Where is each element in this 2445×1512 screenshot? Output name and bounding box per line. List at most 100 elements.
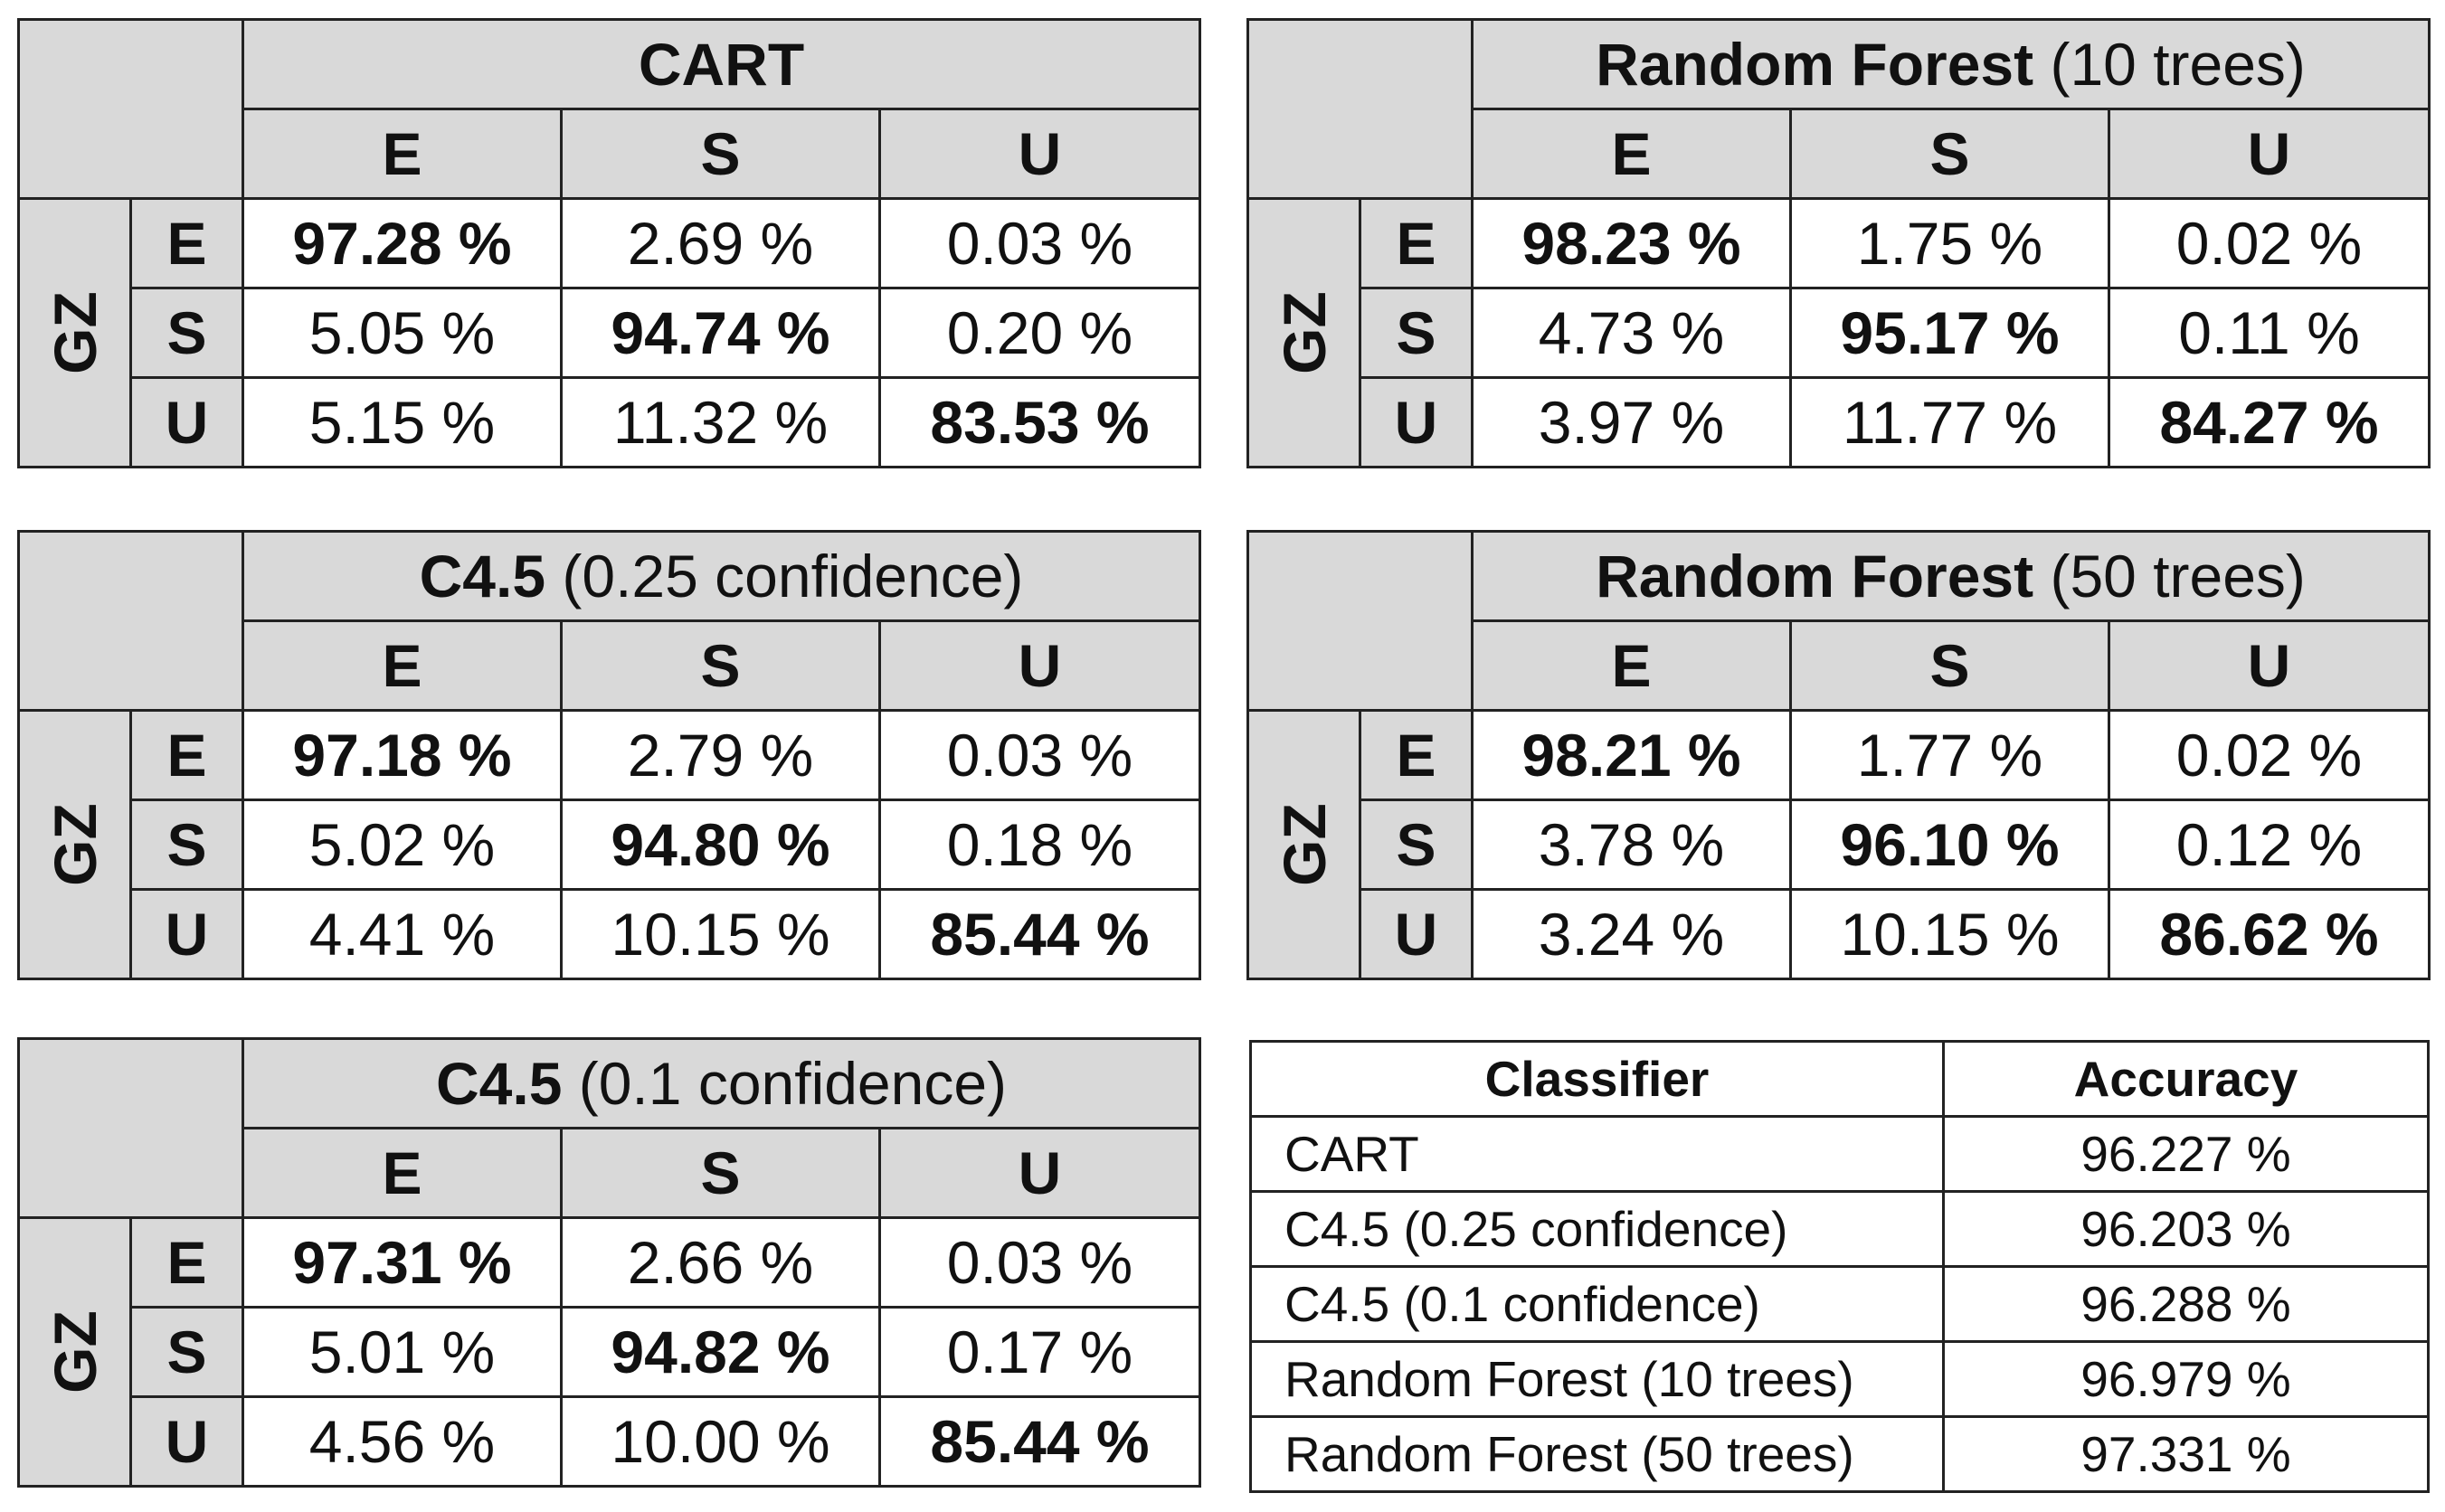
- matrix-title: CART: [241, 18, 1202, 110]
- matrix-cell: 3.24 %: [1471, 888, 1792, 980]
- matrix-title: C4.5 (0.1 confidence): [241, 1037, 1202, 1129]
- classifier-subtitle: (50 trees): [2050, 543, 2306, 610]
- corner-cell: [17, 1037, 244, 1219]
- matrix-cell: 0.12 %: [2108, 799, 2431, 891]
- title-spacer: [2033, 543, 2050, 610]
- matrix-cell: 3.97 %: [1471, 376, 1792, 468]
- accuracy-header-row: Classifier Accuracy: [1249, 1040, 2430, 1118]
- matrix-cell: 5.15 %: [242, 376, 563, 468]
- row-group-header: GZ: [17, 709, 132, 980]
- accuracy-value: 96.203 %: [1942, 1190, 2430, 1268]
- accuracy-row: C4.5 (0.25 confidence) 96.203 %: [1249, 1190, 2430, 1268]
- row-group-header: GZ: [17, 197, 132, 468]
- matrix-cell: 4.56 %: [242, 1395, 563, 1488]
- title-spacer: [562, 1050, 578, 1117]
- matrix-cell: 1.77 %: [1789, 709, 2110, 801]
- row-header: S: [129, 287, 244, 379]
- accuracy-value: 96.288 %: [1942, 1265, 2430, 1343]
- confusion-matrix: C4.5 (0.25 confidence) E S U GZ E 97.18 % 2.79 …: [17, 530, 1202, 980]
- row-header: U: [1359, 376, 1474, 468]
- confusion-matrix: C4.5 (0.1 confidence) E S U GZ E 97.31 % 2.66 %…: [17, 1037, 1202, 1488]
- title-spacer: [2033, 31, 2050, 98]
- column-header: S: [560, 619, 881, 712]
- matrix-cell: 1.75 %: [1789, 197, 2110, 289]
- column-header: U: [2108, 108, 2431, 200]
- matrix-cell: 0.17 %: [877, 1306, 1202, 1398]
- classifier-title: CART: [638, 31, 805, 98]
- row-header: U: [129, 888, 244, 980]
- row-header: U: [129, 1395, 244, 1488]
- classifier-name: CART: [1249, 1115, 1945, 1193]
- matrix-cell: 0.20 %: [877, 287, 1202, 379]
- classifier-name: Random Forest (10 trees): [1249, 1340, 1945, 1418]
- row-header: E: [1359, 197, 1474, 289]
- matrix-cell: 0.03 %: [877, 197, 1202, 289]
- row-header: S: [129, 1306, 244, 1398]
- row-group-label: GZ: [41, 1310, 109, 1394]
- confusion-matrix: Random Forest (50 trees) E S U GZ E 98.21 % 1.7…: [1246, 530, 2431, 980]
- matrix-cell: 3.78 %: [1471, 799, 1792, 891]
- accuracy-row: Random Forest (50 trees) 97.331 %: [1249, 1415, 2430, 1493]
- column-header: S: [1789, 619, 2110, 712]
- corner-cell: [17, 18, 244, 200]
- matrix-cell: 10.00 %: [560, 1395, 881, 1488]
- matrix-cell: 85.44 %: [877, 888, 1202, 980]
- accuracy-row: Random Forest (10 trees) 96.979 %: [1249, 1340, 2430, 1418]
- matrix-cell: 0.02 %: [2108, 197, 2431, 289]
- matrix-cell: 4.41 %: [242, 888, 563, 980]
- matrix-cell: 97.18 %: [242, 709, 563, 801]
- matrix-cell: 10.15 %: [1789, 888, 2110, 980]
- classifier-subtitle: (10 trees): [2050, 31, 2306, 98]
- matrix-cell: 5.02 %: [242, 799, 563, 891]
- matrix-cell: 0.02 %: [2108, 709, 2431, 801]
- accuracy-value: 96.979 %: [1942, 1340, 2430, 1418]
- row-header: E: [129, 197, 244, 289]
- classifier-subtitle: (0.1 confidence): [578, 1050, 1008, 1117]
- classifier-title: Random Forest: [1596, 31, 2034, 98]
- matrix-cell: 11.77 %: [1789, 376, 2110, 468]
- matrix-cell: 5.05 %: [242, 287, 563, 379]
- column-header: E: [1471, 619, 1792, 712]
- matrix-cell: 94.74 %: [560, 287, 881, 379]
- accuracy-table: Classifier Accuracy CART 96.227 % C4.5 (…: [1249, 1040, 2430, 1493]
- matrix-cell: 85.44 %: [877, 1395, 1202, 1488]
- matrix-cell: 96.10 %: [1789, 799, 2110, 891]
- row-group-label: GZ: [41, 291, 109, 374]
- classifier-name: C4.5 (0.1 confidence): [1249, 1265, 1945, 1343]
- matrix-title: Random Forest (50 trees): [1471, 530, 2431, 622]
- matrix-cell: 84.27 %: [2108, 376, 2431, 468]
- row-group-label: GZ: [1270, 291, 1338, 374]
- row-header: U: [129, 376, 244, 468]
- column-header: S: [560, 108, 881, 200]
- column-header: U: [877, 1127, 1202, 1219]
- matrix-cell: 0.11 %: [2108, 287, 2431, 379]
- column-header: U: [877, 619, 1202, 712]
- corner-cell: [17, 530, 244, 712]
- accuracy-value: 97.331 %: [1942, 1415, 2430, 1493]
- classifier-name: Random Forest (50 trees): [1249, 1415, 1945, 1493]
- row-group-header: GZ: [17, 1216, 132, 1488]
- accuracy-header: Accuracy: [1942, 1040, 2430, 1118]
- row-group-header: GZ: [1246, 709, 1361, 980]
- confusion-matrix: Random Forest (10 trees) E S U GZ E 98.23 % 1.7…: [1246, 18, 2431, 468]
- matrix-cell: 97.28 %: [242, 197, 563, 289]
- classifier-title: C4.5: [435, 1050, 563, 1117]
- column-header: S: [1789, 108, 2110, 200]
- classifier-header: Classifier: [1249, 1040, 1945, 1118]
- matrix-cell: 4.73 %: [1471, 287, 1792, 379]
- corner-cell: [1246, 18, 1474, 200]
- title-spacer: [545, 543, 562, 610]
- row-header: U: [1359, 888, 1474, 980]
- matrix-title: Random Forest (10 trees): [1471, 18, 2431, 110]
- corner-cell: [1246, 530, 1474, 712]
- column-header: S: [560, 1127, 881, 1219]
- matrix-cell: 0.03 %: [877, 1216, 1202, 1309]
- row-header: E: [129, 1216, 244, 1309]
- matrix-cell: 10.15 %: [560, 888, 881, 980]
- matrix-cell: 98.21 %: [1471, 709, 1792, 801]
- row-header: E: [1359, 709, 1474, 801]
- classifier-title: Random Forest: [1596, 543, 2034, 610]
- matrix-cell: 0.03 %: [877, 709, 1202, 801]
- classifier-name: C4.5 (0.25 confidence): [1249, 1190, 1945, 1268]
- row-group-header: GZ: [1246, 197, 1361, 468]
